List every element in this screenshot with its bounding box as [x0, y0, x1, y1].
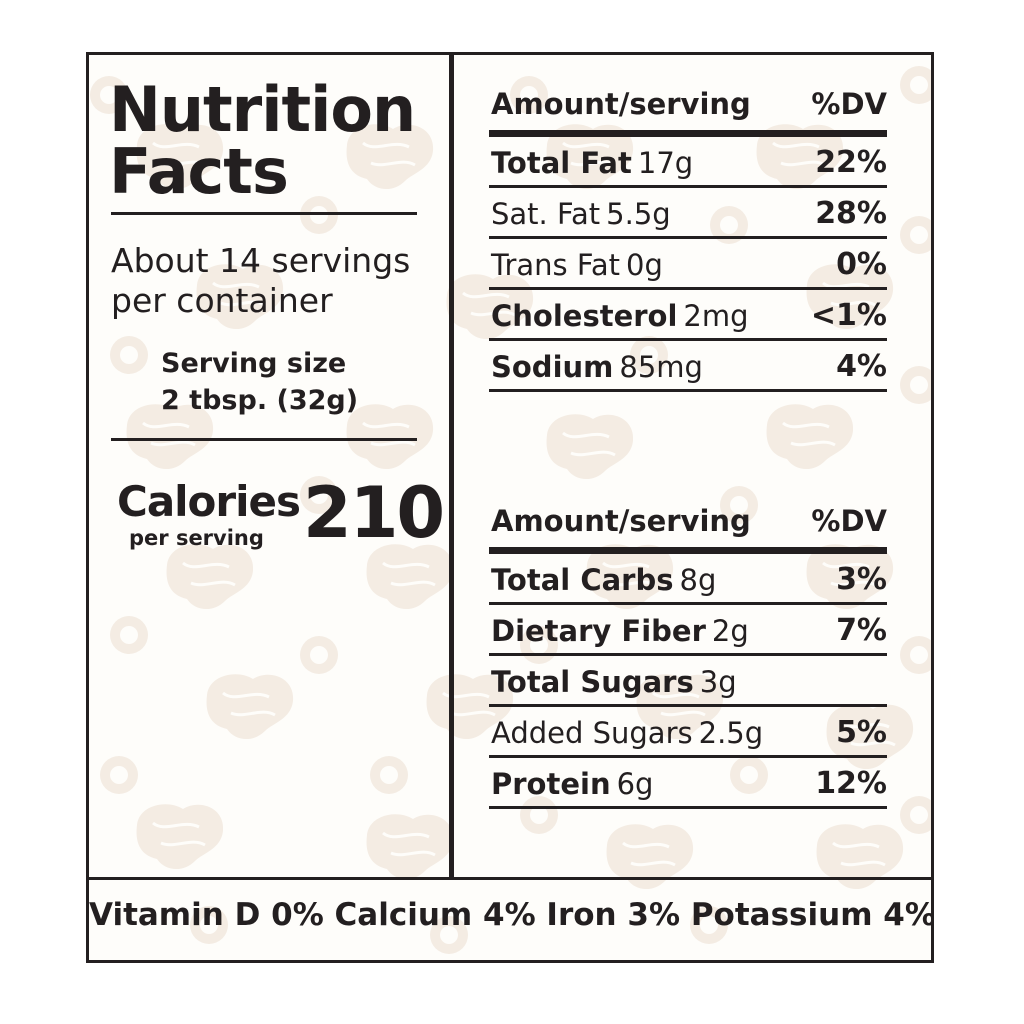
- servings-per-container: About 14 servings per container: [111, 241, 411, 320]
- nutrient-row-sodium: Sodium 85mg 4%: [489, 341, 887, 392]
- nutrient-row-total-sugars: Total Sugars 3g: [489, 656, 887, 707]
- dv-header: %DV: [811, 504, 887, 538]
- column-divider: [449, 55, 454, 879]
- serving-size: Serving size 2 tbsp. (32g): [161, 345, 358, 419]
- serving-size-value: 2 tbsp. (32g): [161, 385, 359, 416]
- table-header: Amount/serving %DV: [489, 82, 887, 137]
- vitamins-minerals-footer: Vitamin D 0% Calcium 4% Iron 3% Potassiu…: [89, 897, 934, 933]
- fat-sodium-table: Amount/serving %DV Total Fat 17g 22% Sat.…: [489, 82, 887, 392]
- serving-size-label: Serving size: [161, 348, 347, 379]
- nutrition-label: Nutrition Facts About 14 servings per con…: [86, 52, 934, 963]
- dv-header: %DV: [811, 87, 887, 121]
- table-header: Amount/serving %DV: [489, 499, 887, 554]
- amount-per-serving-header: Amount/serving: [491, 504, 751, 538]
- footer-divider: [89, 877, 931, 880]
- nutrient-row-dietary-fiber: Dietary Fiber 2g 7%: [489, 605, 887, 656]
- nutrient-row-total-carbs: Total Carbs 8g 3%: [489, 554, 887, 605]
- label-title: Nutrition Facts: [109, 73, 416, 208]
- nutrient-row-added-sugars: Added Sugars 2.5g 5%: [489, 707, 887, 758]
- nutrient-row-cholesterol: Cholesterol 2mg <1%: [489, 290, 887, 341]
- nutrient-row-total-fat: Total Fat 17g 22%: [489, 137, 887, 188]
- calories-value: 210: [303, 472, 445, 554]
- serving-rule: [111, 438, 417, 441]
- nutrient-row-sat-fat: Sat. Fat 5.5g 28%: [489, 188, 887, 239]
- amount-per-serving-header: Amount/serving: [491, 87, 751, 121]
- calories-label: Calories: [117, 477, 301, 526]
- carbs-protein-table: Amount/serving %DV Total Carbs 8g 3% Diet…: [489, 499, 887, 809]
- calories-per-serving: per serving: [129, 526, 264, 550]
- nutrient-row-trans-fat: Trans Fat 0g 0%: [489, 239, 887, 290]
- nutrient-row-protein: Protein 6g 12%: [489, 758, 887, 809]
- title-rule: [111, 212, 417, 215]
